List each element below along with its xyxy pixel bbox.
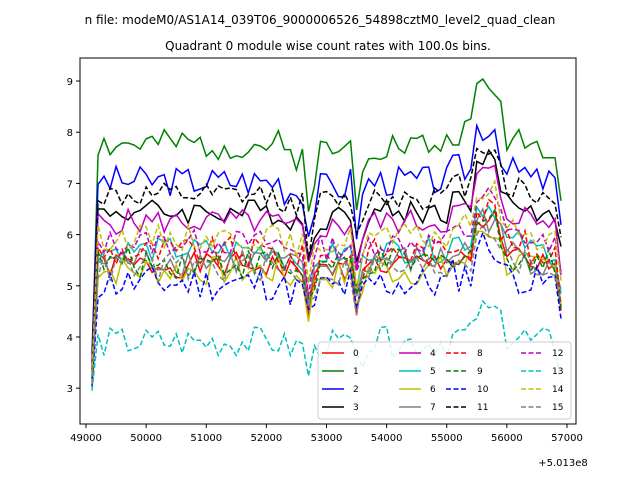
y-tick-label: 9 — [67, 77, 73, 88]
series-line-14 — [91, 178, 562, 374]
figure-suptitle: n file: modeM0/AS1A14_039T06_9000006526_… — [85, 13, 556, 27]
x-tick-label: 54000 — [371, 433, 403, 444]
legend-label-14: 14 — [552, 385, 564, 395]
x-tick-label: 49000 — [70, 433, 102, 444]
series-line-6 — [91, 230, 562, 388]
legend-label-3: 3 — [353, 403, 359, 413]
legend-label-9: 9 — [477, 367, 483, 377]
series-line-1 — [91, 77, 562, 363]
y-tick-label: 3 — [67, 384, 73, 395]
plot-frame — [79, 57, 577, 425]
y-tick-label: 4 — [67, 333, 73, 344]
y-tick-label: 5 — [67, 282, 73, 293]
series-line-11 — [91, 147, 562, 374]
x-tick-label: 53000 — [311, 433, 343, 444]
series-line-13 — [91, 299, 562, 391]
legend-label-8: 8 — [477, 349, 483, 359]
series-line-7 — [91, 206, 562, 370]
x-axis: 49000 50000 51000 52000 53000 54000 55000 56000… — [70, 424, 583, 444]
chart-title: Quadrant 0 module wise count rates with … — [165, 39, 491, 53]
x-tick-label: 56000 — [491, 433, 523, 444]
x-offset-label: +5.013e8 — [538, 458, 588, 469]
legend-box — [317, 341, 572, 420]
legend-label-15: 15 — [552, 403, 563, 413]
y-tick-label: 7 — [67, 179, 73, 190]
legend-label-0: 0 — [353, 349, 359, 359]
legend-label-10: 10 — [477, 385, 489, 395]
legend-label-12: 12 — [552, 349, 563, 359]
legend-label-2: 2 — [353, 385, 359, 395]
x-tick-label: 50000 — [130, 433, 162, 444]
legend-label-5: 5 — [430, 367, 436, 377]
series-line-4 — [91, 164, 562, 370]
x-tick-label: 57000 — [551, 433, 583, 444]
y-axis: 3 4 5 6 7 8 9 — [67, 77, 80, 395]
series-line-9 — [91, 208, 562, 379]
series-line-15 — [91, 223, 562, 385]
legend-label-7: 7 — [430, 403, 436, 413]
x-tick-label: 52000 — [250, 433, 282, 444]
x-tick-label: 55000 — [431, 433, 463, 444]
legend-label-6: 6 — [430, 385, 436, 395]
x-tick-label: 51000 — [190, 433, 222, 444]
series-line-2 — [91, 122, 562, 354]
series-line-8 — [91, 198, 562, 373]
plot-lines — [91, 77, 562, 391]
y-tick-label: 8 — [67, 128, 73, 139]
legend-label-11: 11 — [477, 403, 488, 413]
series-line-10 — [91, 230, 562, 387]
legend-label-1: 1 — [353, 367, 359, 377]
y-tick-label: 6 — [67, 231, 73, 242]
series-line-0 — [91, 209, 562, 383]
legend-label-4: 4 — [430, 349, 436, 359]
legend-label-13: 13 — [552, 367, 563, 377]
series-line-3 — [91, 148, 562, 364]
